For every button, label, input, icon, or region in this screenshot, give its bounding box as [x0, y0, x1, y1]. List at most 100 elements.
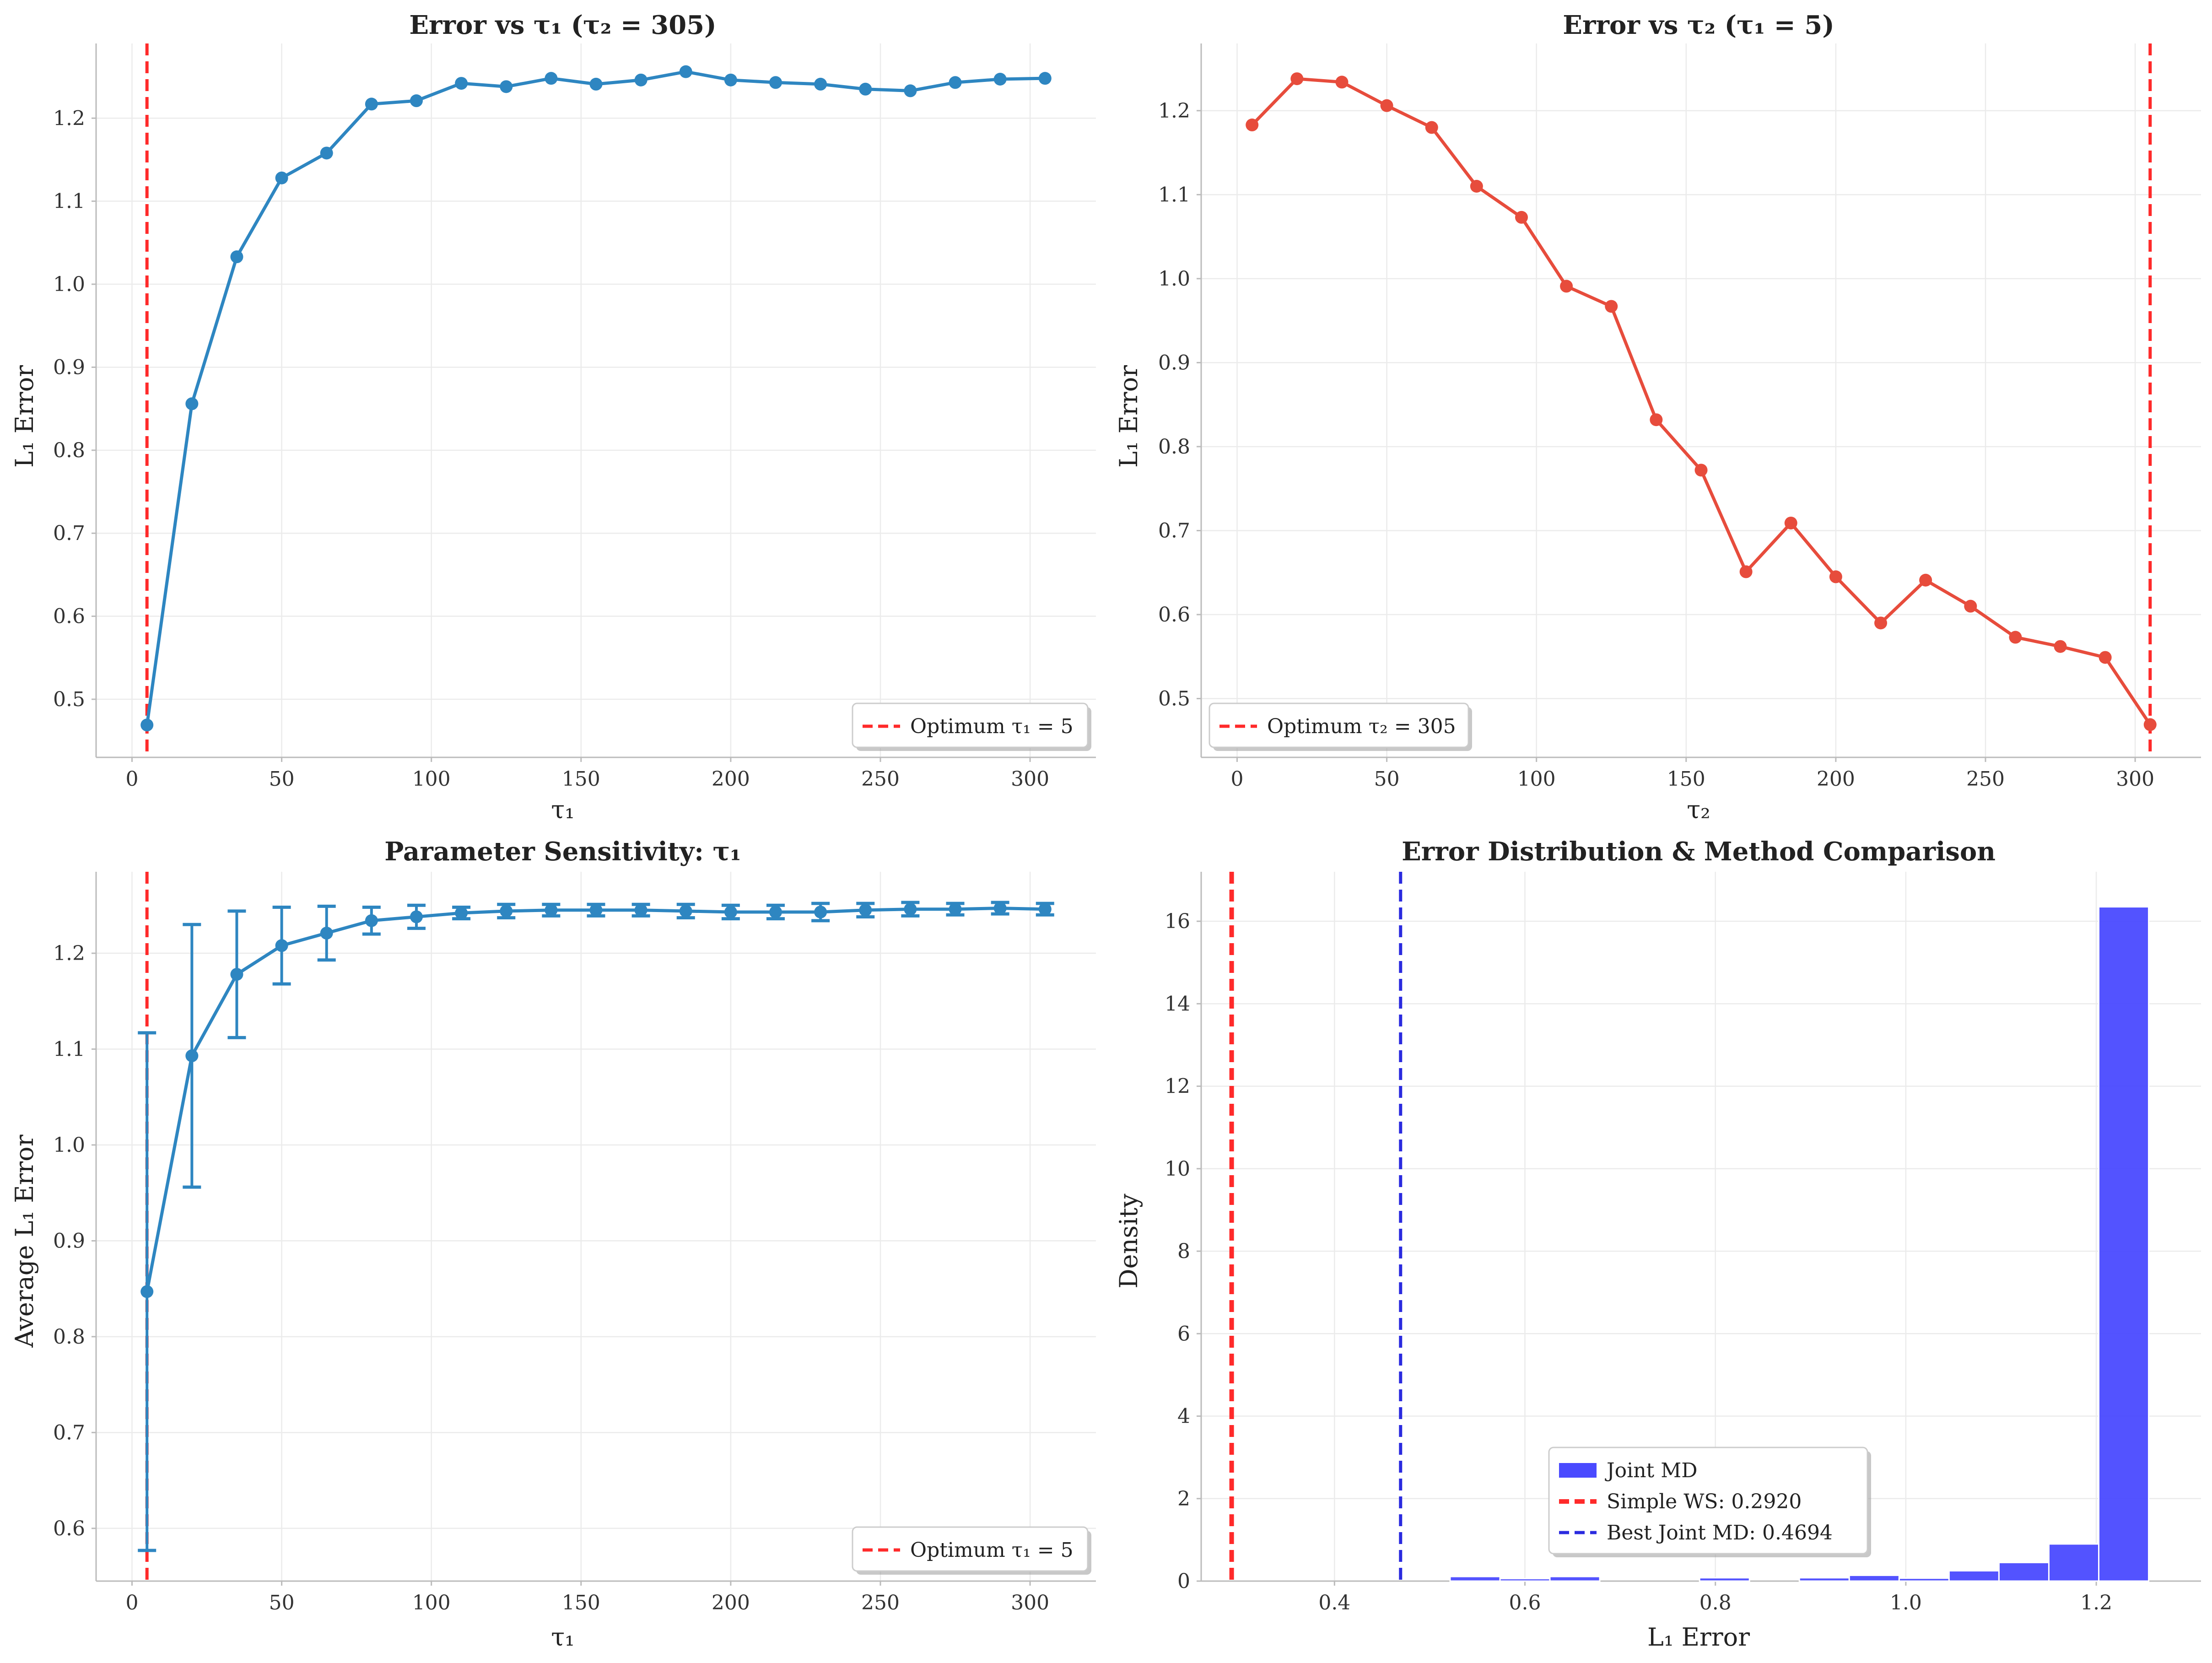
data-point: [1694, 464, 1708, 477]
legend-box: [852, 1526, 1089, 1572]
legend-label: Best Joint MD: 0.4694: [1607, 1521, 1833, 1544]
grid: [96, 43, 1096, 757]
panel-error-vs-tau2: Error vs τ₂ (τ₁ = 5) τ₂ L₁ Error 0 50 100 1…: [1114, 10, 2201, 824]
data-point: [2009, 631, 2022, 644]
data-point: [589, 77, 603, 91]
y-tick-label: 1.1: [53, 1038, 85, 1061]
x-tick-label: 100: [1517, 767, 1556, 791]
y-axis-label: L₁ Error: [10, 365, 39, 468]
panel-error-distribution: Error Distribution & Method Comparison L…: [1114, 837, 2201, 1652]
data-point: [949, 902, 962, 916]
data-point: [814, 77, 827, 91]
x-tick-label: 250: [861, 767, 900, 791]
data-point: [1038, 72, 1052, 85]
x-tick-label: 200: [712, 767, 750, 791]
histogram-bar: [1798, 1577, 1850, 1582]
y-axis-label: Average L₁ Error: [10, 1134, 39, 1348]
legend-label: Optimum τ₁ = 5: [910, 1539, 1074, 1562]
y-tick-label: 0.6: [1158, 603, 1190, 626]
data-point: [410, 910, 423, 923]
data-point: [679, 65, 692, 78]
data-point: [545, 903, 558, 917]
legend-label: Joint MD: [1605, 1459, 1698, 1482]
data-point: [679, 904, 692, 918]
data-point: [859, 903, 872, 917]
data-point: [904, 84, 917, 97]
y-tick-label: 0.8: [1158, 435, 1190, 459]
data-point: [589, 903, 603, 917]
histogram-bar: [1998, 1561, 2050, 1582]
data-point: [859, 82, 872, 96]
data-point: [1038, 902, 1052, 916]
x-tick-label: 50: [269, 1591, 295, 1614]
data-series: [1246, 72, 2157, 731]
legend: Optimum τ₂ = 305: [1209, 702, 1472, 751]
chart-title: Error vs τ₂ (τ₁ = 5): [1563, 10, 1834, 40]
data-point: [2143, 718, 2157, 731]
data-point: [140, 718, 154, 732]
y-tick-label: 1.2: [1158, 99, 1190, 123]
data-point: [230, 250, 243, 264]
data-point: [769, 905, 782, 918]
data-point: [949, 76, 962, 89]
data-point: [1739, 565, 1753, 578]
x-axis-label: τ₁: [551, 1623, 575, 1652]
x-tick-label: 0: [126, 767, 139, 791]
histogram-bar: [2048, 1543, 2100, 1582]
panel-error-vs-tau1: Error vs τ₁ (τ₂ = 305) τ₁ L₁ Error 0 50 10…: [10, 10, 1096, 824]
data-point: [185, 1049, 199, 1063]
y-axis-label: L₁ Error: [1114, 365, 1143, 468]
legend: Joint MD Simple WS: 0.2920 Best Joint MD: …: [1548, 1447, 1871, 1557]
y-tick-label: 1.0: [53, 1134, 85, 1157]
chart-title: Error Distribution & Method Comparison: [1402, 837, 1996, 867]
y-tick-label: 8: [1177, 1240, 1190, 1263]
histogram-bar: [1699, 1577, 1750, 1582]
y-tick-label: 0.7: [1158, 519, 1190, 542]
data-point: [320, 927, 333, 940]
x-tick-label: 0.6: [1509, 1591, 1541, 1614]
x-tick-label: 100: [412, 1591, 451, 1614]
y-tick-label: 1.2: [53, 107, 85, 130]
legend-label: Simple WS: 0.2920: [1607, 1490, 1802, 1513]
data-point: [230, 968, 243, 981]
data-point: [1784, 516, 1797, 529]
y-tick-label: 0.8: [53, 439, 85, 462]
histogram-bar: [1948, 1570, 2000, 1582]
x-tick-label: 150: [562, 1591, 600, 1614]
x-tick-label: 300: [1011, 1591, 1049, 1614]
y-tick-label: 16: [1165, 910, 1190, 933]
y-tick-label: 1.1: [1158, 183, 1190, 206]
y-tick-label: 2: [1177, 1487, 1190, 1511]
data-point: [1335, 76, 1349, 89]
data-point: [1650, 413, 1663, 427]
x-tick-label: 100: [412, 767, 451, 791]
data-point: [1964, 599, 1977, 613]
histogram-bar: [1898, 1577, 1950, 1582]
legend-box: [1548, 1447, 1868, 1555]
data-point: [1425, 121, 1438, 134]
x-tick-label: 0: [1231, 767, 1244, 791]
y-tick-label: 0: [1177, 1570, 1190, 1593]
data-point: [1246, 119, 1259, 132]
data-point: [724, 73, 737, 86]
x-tick-label: 0: [126, 1591, 139, 1614]
y-tick-label: 12: [1165, 1075, 1190, 1098]
data-point: [1829, 570, 1842, 583]
grid: [96, 872, 1096, 1581]
y-tick-label: 1.0: [1158, 267, 1190, 291]
data-point: [769, 76, 782, 89]
x-tick-label: 300: [2116, 767, 2154, 791]
y-tick-label: 0.6: [53, 605, 85, 628]
data-point: [814, 905, 827, 918]
y-tick-label: 0.8: [53, 1325, 85, 1349]
x-tick-label: 200: [1817, 767, 1855, 791]
data-point: [993, 73, 1007, 86]
data-point: [545, 72, 558, 85]
grid: [1201, 43, 2201, 757]
data-point: [2054, 640, 2067, 653]
y-axis-label: Density: [1114, 1193, 1143, 1289]
histogram-bar: [1449, 1576, 1501, 1582]
data-point: [1515, 211, 1528, 224]
data-point: [140, 1285, 154, 1298]
y-tick-label: 1.2: [53, 942, 85, 965]
